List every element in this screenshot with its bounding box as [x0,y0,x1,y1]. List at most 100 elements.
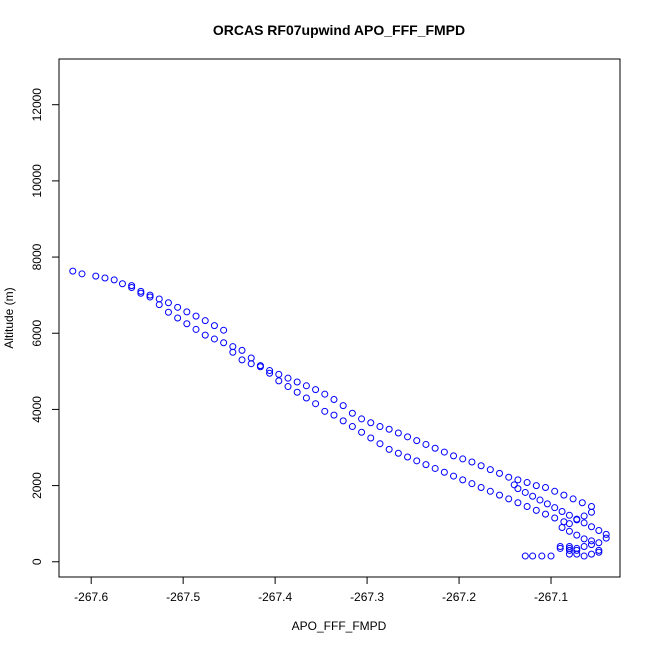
data-point [477,462,485,470]
data-point [302,394,310,402]
data-point [256,362,264,370]
data-point [602,534,610,542]
data-point [118,280,126,288]
data-point [220,339,228,347]
data-point [521,488,529,496]
data-point [510,481,518,489]
data-point [183,308,191,316]
data-point [477,483,485,491]
data-point [101,274,109,282]
data-point [565,527,573,535]
data-point [174,314,182,322]
data-point [229,343,237,351]
data-point [536,496,544,504]
data-point [573,531,581,539]
data-point [376,440,384,448]
data-point [573,515,581,523]
data-point [565,544,573,552]
data-point [348,409,356,417]
data-point [521,552,529,560]
x-axis-label: APO_FFF_FMPD [292,619,387,633]
data-point [573,544,581,552]
data-point [580,512,588,520]
data-point [542,483,550,491]
data-point [413,457,421,465]
x-tick-label: -267.1 [534,590,568,604]
data-point [385,445,393,453]
data-point [238,356,246,364]
data-point [293,378,301,386]
data-point [376,423,384,431]
data-point [302,382,310,390]
data-point [558,523,566,531]
data-point [450,472,458,480]
data-point [523,503,531,511]
data-point [110,276,118,284]
y-tick-label: 8000 [30,243,44,270]
data-point [558,507,566,515]
data-point [496,469,504,477]
x-tick-label: -267.3 [350,590,384,604]
data-point [587,550,595,558]
data-point [128,282,136,290]
data-point [321,390,329,398]
data-point [440,468,448,476]
x-tick-label: -267.4 [258,590,292,604]
data-point [192,325,200,333]
data-point [538,552,546,560]
data-point [137,289,145,297]
plot-frame [58,58,621,578]
data-point [595,548,603,556]
data-point [602,530,610,538]
data-point [210,322,218,330]
data-point [422,440,430,448]
data-point [146,291,154,299]
data-point [431,444,439,452]
data-point [523,479,531,487]
data-point [580,552,588,560]
data-point [431,464,439,472]
data-point [367,419,375,427]
data-point [595,527,603,535]
x-axis: -267.6 -267.5 -267.4 -267.3 -267.2 -267.1 [74,576,568,604]
data-point [580,535,588,543]
data-point [551,504,559,512]
data-point [565,543,573,551]
data-point [128,284,136,292]
data-point [192,312,200,320]
data-point [551,487,559,495]
data-point [496,491,504,499]
data-point [266,367,274,375]
data-point [312,386,320,394]
data-point [293,388,301,396]
data-point [394,449,402,457]
data-point [330,411,338,419]
data-point [560,491,568,499]
data-point [595,539,603,547]
y-tick-label: 2000 [30,472,44,499]
data-point [580,519,588,527]
data-point [560,518,568,526]
data-point [547,552,555,560]
data-point [404,453,412,461]
data-point [505,473,513,481]
data-point [330,396,338,404]
data-point [137,287,145,295]
y-tick-label: 12000 [30,88,44,122]
data-point [532,482,540,490]
data-point [312,400,320,408]
data-point [404,433,412,441]
data-point [468,458,476,466]
data-point [556,544,564,552]
data-point [220,326,228,334]
data-point [69,267,77,275]
data-point [486,487,494,495]
y-axis: 0 2000 4000 6000 8000 10000 12000 [30,88,60,565]
data-point [92,272,100,280]
data-point [542,510,550,518]
data-points [69,267,610,560]
data-point [529,552,537,560]
data-point [514,499,522,507]
data-point [565,550,573,558]
data-point [573,546,581,554]
